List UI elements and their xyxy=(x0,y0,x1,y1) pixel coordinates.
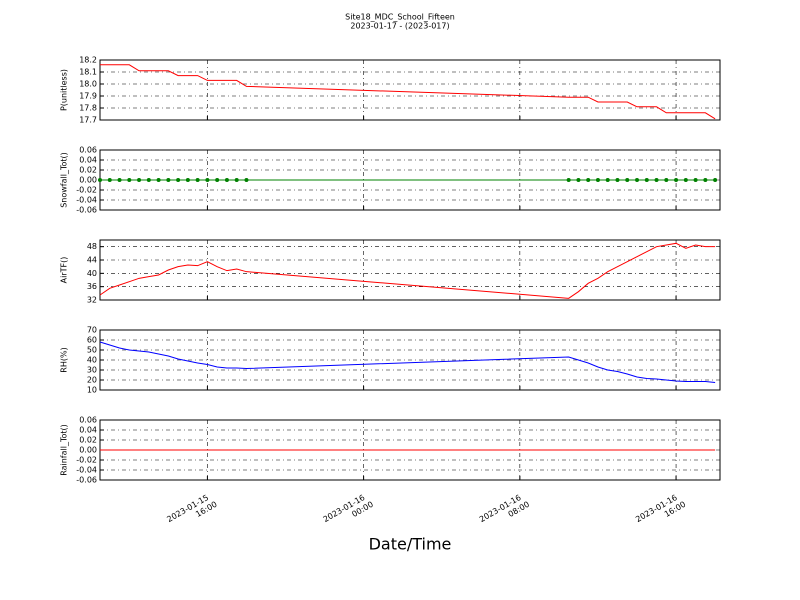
data-point xyxy=(674,178,679,182)
y-tick-label: 32 xyxy=(87,296,97,305)
data-point xyxy=(664,178,669,182)
data-point xyxy=(98,178,102,182)
plot-frame xyxy=(99,239,721,301)
data-line xyxy=(99,242,716,299)
y-tick-label: 40 xyxy=(87,356,97,365)
y-tick-label: 44 xyxy=(87,256,97,265)
data-point xyxy=(644,178,649,182)
data-point xyxy=(166,178,171,182)
chart-title: Site18_MDC_School_Fifteen xyxy=(345,13,455,22)
data-point xyxy=(234,178,239,182)
y-tick-label: 0.02 xyxy=(79,166,97,175)
data-point xyxy=(215,178,220,182)
y-tick-label: 70 xyxy=(87,326,97,335)
y-tick-label: 20 xyxy=(87,376,97,385)
data-point xyxy=(107,178,112,182)
y-tick-label: 0.04 xyxy=(79,156,97,165)
y-tick-label: -0.04 xyxy=(76,196,97,205)
data-line xyxy=(100,64,716,120)
y-tick-label: 48 xyxy=(87,242,97,251)
y-tick-label: 36 xyxy=(87,282,97,291)
y-tick-label: 10 xyxy=(87,386,97,395)
y-tick-label: 60 xyxy=(87,336,97,345)
chart-subtitle: 2023-01-17 - (2023-017) xyxy=(350,22,449,31)
y-axis-label: Snowfall_Tot() xyxy=(60,152,69,208)
data-point xyxy=(635,178,640,182)
data-point xyxy=(605,178,610,182)
data-point xyxy=(117,178,122,182)
y-tick-label: -0.02 xyxy=(76,456,97,465)
data-point xyxy=(127,178,132,182)
data-point xyxy=(703,178,708,182)
data-point xyxy=(625,178,630,182)
data-point xyxy=(683,178,688,182)
y-tick-label: 50 xyxy=(87,346,97,355)
y-axis-label: P(unitless) xyxy=(60,69,69,111)
data-point xyxy=(566,178,571,182)
y-tick-label: -0.06 xyxy=(76,206,97,215)
y-tick-label: 40 xyxy=(87,269,97,278)
y-tick-label: 17.9 xyxy=(79,92,97,101)
y-tick-label: 0.04 xyxy=(79,426,97,435)
y-axis-label: RH(%) xyxy=(60,347,69,372)
y-tick-label: 0.06 xyxy=(79,146,97,155)
y-tick-label: -0.02 xyxy=(76,186,97,195)
y-tick-label: -0.06 xyxy=(76,476,97,485)
y-tick-label: 0.00 xyxy=(79,176,97,185)
y-tick-label: 18.2 xyxy=(79,56,97,65)
data-line xyxy=(99,341,716,383)
data-point xyxy=(615,178,620,182)
data-point xyxy=(156,178,161,182)
plot-frame xyxy=(99,59,721,121)
data-point xyxy=(654,178,659,182)
data-point xyxy=(224,178,229,182)
plot-frame xyxy=(99,329,721,391)
data-point xyxy=(576,178,581,182)
data-point xyxy=(176,178,181,182)
y-axis-label: AirTF() xyxy=(60,257,69,284)
data-point xyxy=(244,178,249,182)
data-point xyxy=(693,178,698,182)
data-point xyxy=(146,178,151,182)
y-tick-label: 17.7 xyxy=(79,116,97,125)
y-axis-label: Rainfall_Tot() xyxy=(60,424,69,476)
y-tick-label: 18.1 xyxy=(79,68,97,77)
data-point xyxy=(137,178,142,182)
y-tick-label: 17.8 xyxy=(79,104,97,113)
y-tick-label: -0.04 xyxy=(76,466,97,475)
data-point xyxy=(185,178,190,182)
data-point xyxy=(713,178,718,182)
x-axis-label: Date/Time xyxy=(369,535,452,554)
data-point xyxy=(595,178,600,182)
y-tick-label: 0.02 xyxy=(79,436,97,445)
data-point xyxy=(195,178,200,182)
data-point xyxy=(205,178,210,182)
y-tick-label: 0.00 xyxy=(79,446,97,455)
data-point xyxy=(586,178,591,182)
y-tick-label: 0.06 xyxy=(79,416,97,425)
y-tick-label: 18.0 xyxy=(79,80,97,89)
y-tick-label: 30 xyxy=(87,366,97,375)
